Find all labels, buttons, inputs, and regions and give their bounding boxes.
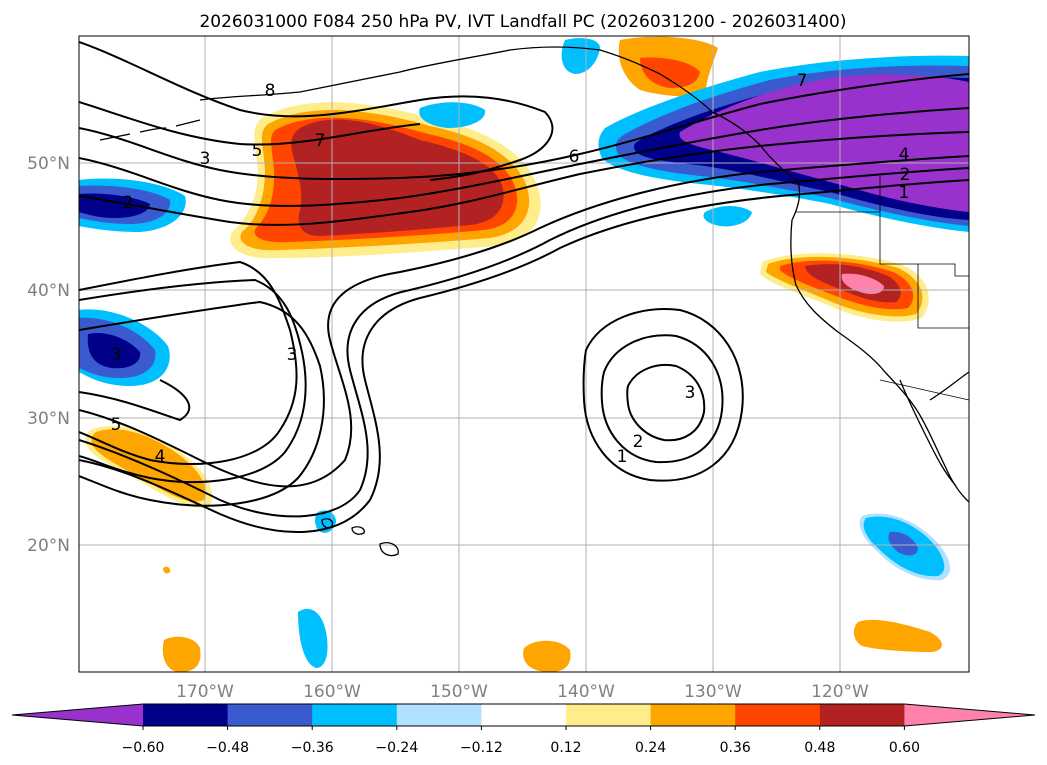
map-frame xyxy=(78,35,970,673)
contour-label: 3 xyxy=(200,149,211,169)
negative-anomaly-south-small xyxy=(298,608,328,668)
colorbar-segment xyxy=(566,704,652,726)
colorbar-segment xyxy=(819,704,905,726)
latitude-labels: 50°N 40°N 30°N 20°N xyxy=(27,154,70,556)
negative-anomaly-aleutian-a xyxy=(419,102,486,128)
colorbar: −0.60 −0.48 −0.36 −0.24 −0.12 0.12 0.24 0.36 0.4… xyxy=(11,703,1036,756)
colorbar-tick-label: 0.60 xyxy=(889,740,920,756)
coast-california xyxy=(790,219,969,503)
lon-label: 170°W xyxy=(176,682,234,702)
pv-contour-6 xyxy=(79,260,298,465)
coast-bc-washington xyxy=(711,111,801,221)
contour-label: 7 xyxy=(315,131,326,151)
colorbar-segment xyxy=(481,704,567,726)
colorbar-extend-max xyxy=(904,704,1035,726)
contour-label: 3 xyxy=(685,383,696,403)
pv-contour-5 xyxy=(79,131,969,226)
lat-label: 20°N xyxy=(27,536,70,556)
contour-label: 1 xyxy=(899,183,910,203)
graticule xyxy=(79,36,969,672)
colorbar-segment xyxy=(312,704,398,726)
positive-anomaly-south-east-small xyxy=(853,619,942,652)
colorbar-tick-label: 0.36 xyxy=(720,740,751,756)
contour-label: 2 xyxy=(900,165,911,185)
contour-label: 7 xyxy=(797,71,808,91)
contour-label: 5 xyxy=(252,141,263,161)
colorbar-tick-label: −0.60 xyxy=(122,740,165,756)
lat-label: 40°N xyxy=(27,281,70,301)
pv-contours xyxy=(79,41,969,533)
colorbar-tick-label: 0.48 xyxy=(804,740,835,756)
pv-contour-13 xyxy=(582,308,744,482)
pv-contour-9 xyxy=(79,379,191,422)
pv-contour-2 xyxy=(79,101,421,146)
pv-contour-labels: 8 7 5 3 6 7 4 1 2 2 3 3 5 4 3 2 1 xyxy=(111,71,911,467)
contour-label: 3 xyxy=(287,345,298,365)
lat-label: 30°N xyxy=(27,409,70,429)
lon-label: 160°W xyxy=(303,682,361,702)
positive-anomaly-alaska-red xyxy=(640,57,700,88)
colorbar-tick-label: −0.24 xyxy=(375,740,418,756)
positive-anomaly-south-west-small xyxy=(162,636,201,672)
colorbar-segment xyxy=(396,704,482,726)
contour-label: 6 xyxy=(569,147,580,167)
pv-contour-11 xyxy=(79,167,969,518)
contour-label: 3 xyxy=(111,345,122,365)
contour-label: 2 xyxy=(123,193,134,213)
coast-baja xyxy=(899,379,957,487)
colorbar-tick-label: −0.36 xyxy=(291,740,334,756)
pv-contour-12 xyxy=(79,179,969,533)
coast-alaska xyxy=(199,46,713,113)
longitude-labels: 170°W 160°W 150°W 140°W 130°W 120°W xyxy=(176,682,869,702)
contour-label: 2 xyxy=(633,432,644,452)
colorbar-segment xyxy=(650,704,736,726)
positive-anomaly-southwest-orange xyxy=(91,429,206,502)
pv-contour-1 xyxy=(79,41,554,181)
pv-contour-7 xyxy=(79,278,307,484)
colorbar-tick-label: 0.12 xyxy=(550,740,581,756)
colorbar-tick-label: 0.24 xyxy=(635,740,666,756)
hawaii-island-2 xyxy=(351,526,365,535)
colorbar-segment xyxy=(143,704,229,726)
coast-mexico-inner xyxy=(929,371,969,401)
negative-anomaly-coast-small xyxy=(703,206,752,227)
positive-anomaly-tiny xyxy=(163,566,171,574)
lon-label: 120°W xyxy=(811,682,869,702)
contour-label: 1 xyxy=(617,447,628,467)
state-borders xyxy=(796,176,969,401)
coastlines xyxy=(99,46,969,557)
colorbar-extend-min xyxy=(12,704,143,726)
pv-contour-14 xyxy=(600,334,724,464)
pv-contour-15 xyxy=(626,364,706,442)
contour-label: 8 xyxy=(265,81,276,101)
lon-label: 150°W xyxy=(430,682,488,702)
pv-contour-8 xyxy=(79,300,325,507)
positive-anomaly-california-core xyxy=(841,273,884,294)
pv-contour-3 xyxy=(79,73,969,181)
negative-anomaly-nw-america-core xyxy=(679,74,969,212)
negative-anomaly-southeast-blue xyxy=(888,531,918,556)
lon-label: 130°W xyxy=(684,682,742,702)
lat-label: 50°N xyxy=(27,154,70,174)
colorbar-segment xyxy=(735,704,821,726)
hawaii-island-3 xyxy=(379,542,399,557)
map-title: 2026031000 F084 250 hPa PV, IVT Landfall… xyxy=(199,12,846,32)
lon-label: 140°W xyxy=(557,682,615,702)
contour-label: 4 xyxy=(899,145,910,165)
colorbar-tick-label: −0.48 xyxy=(206,740,249,756)
positive-anomaly-south-mid-small xyxy=(523,640,571,672)
pv-contour-4 xyxy=(79,107,969,207)
pc-anomaly-fills xyxy=(79,36,969,672)
pv-contour-10 xyxy=(79,155,969,488)
contour-label: 5 xyxy=(111,415,122,435)
contour-label: 4 xyxy=(155,447,166,467)
map-panel: 8 7 5 3 6 7 4 1 2 2 3 3 5 4 3 2 1 xyxy=(78,35,970,673)
colorbar-segment xyxy=(227,704,313,726)
colorbar-tick-label: −0.12 xyxy=(460,740,503,756)
negative-anomaly-west-south-navy xyxy=(87,332,141,369)
